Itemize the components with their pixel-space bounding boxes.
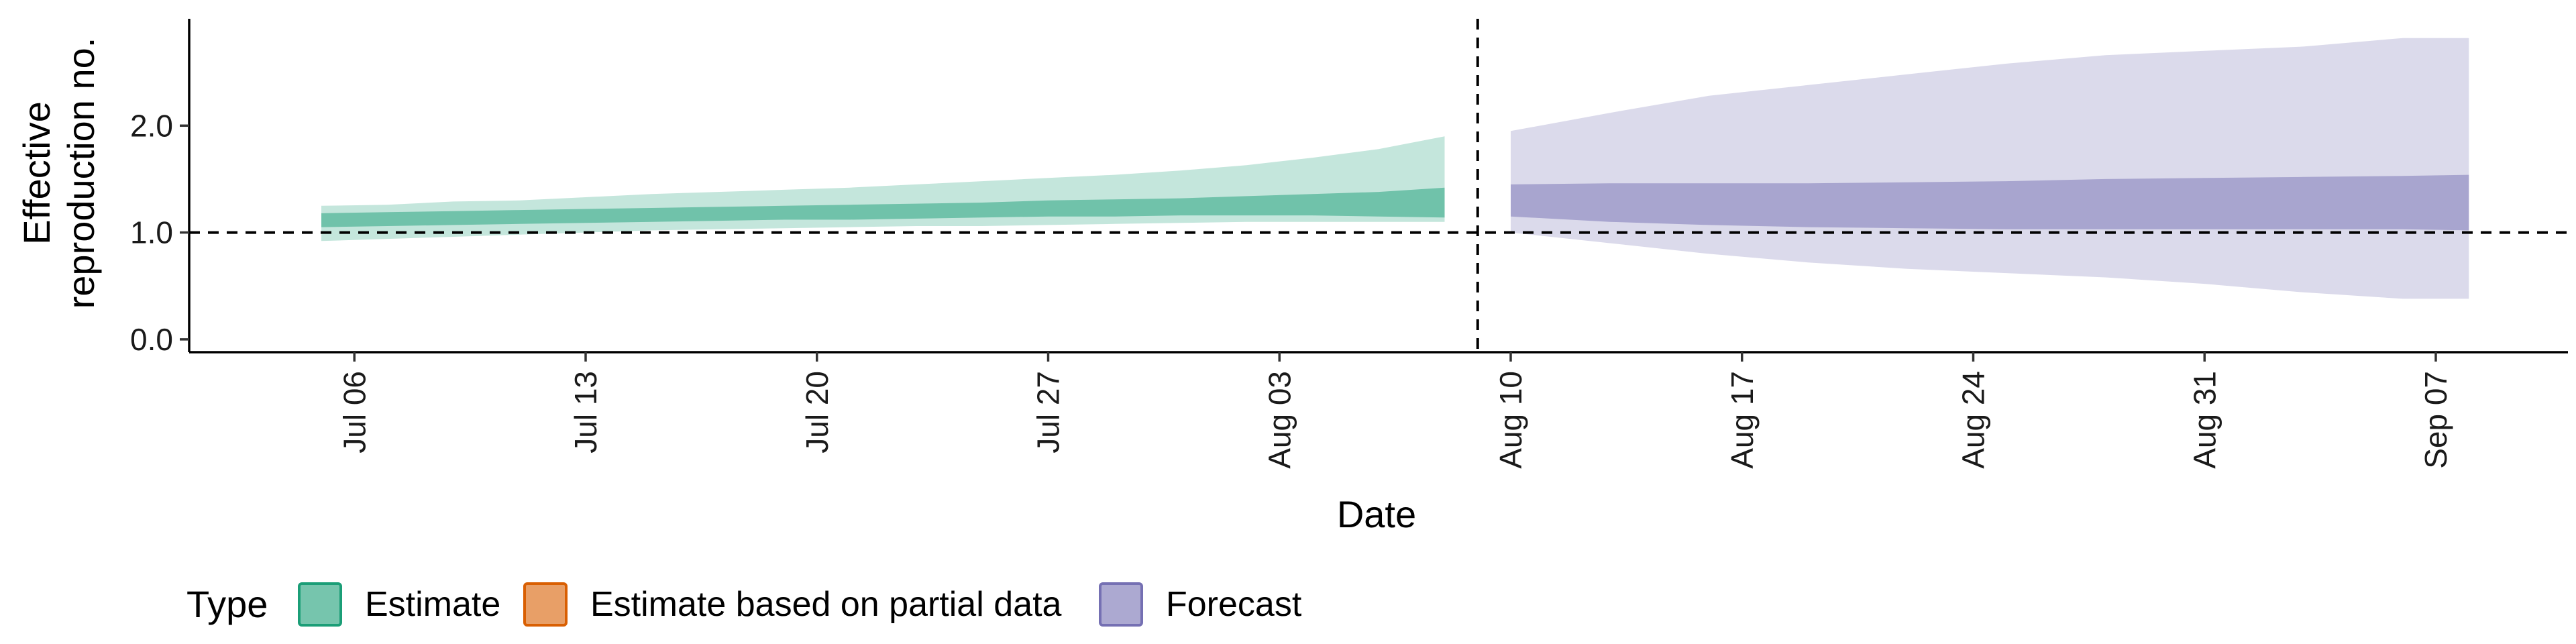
- legend-swatch-estimate-based-on-partial-data: [523, 582, 568, 627]
- x-tick-label: Aug 24: [1956, 371, 1991, 469]
- legend-label-estimate-based-on-partial-data: Estimate based on partial data: [590, 585, 1062, 624]
- forecast-inner-band: [1511, 174, 2469, 231]
- legend: Type Estimate Estimate based on partial d…: [186, 582, 1302, 627]
- y-axis-title-line-1: Effective: [15, 101, 58, 245]
- forecast-outer-band: [1511, 38, 2469, 299]
- legend-title: Type: [186, 583, 268, 625]
- y-tick-label: 2.0: [130, 108, 173, 143]
- legend-swatch-estimate: [298, 582, 342, 627]
- estimate-inner-band: [321, 187, 1445, 227]
- y-tick-label: 1.0: [130, 215, 173, 250]
- estimate-outer-band: [321, 136, 1445, 241]
- legend-items: Estimate Estimate based on partial data Fo…: [298, 582, 1302, 627]
- legend-label-forecast: Forecast: [1166, 585, 1302, 624]
- y-tick-label: 0.0: [130, 322, 173, 357]
- axes-layer: 0.0 1.0 2.0 Jul 06 Jul 13 Jul 20 Jul 27 Aug 03 A…: [130, 19, 2568, 469]
- x-axis-title: Date: [1337, 493, 1416, 535]
- x-tick-label: Sep 07: [2418, 371, 2453, 469]
- x-tick-label: Aug 31: [2187, 371, 2222, 469]
- legend-swatch-forecast: [1099, 582, 1143, 627]
- x-tick-label: Jul 27: [1031, 371, 1066, 453]
- x-tick-label: Aug 10: [1493, 371, 1528, 469]
- reference-line-layer: [189, 19, 2568, 352]
- y-axis-title-line-2: reproduction no.: [60, 38, 102, 309]
- x-tick-label: Aug 03: [1262, 371, 1297, 469]
- y-axis-title: Effective reproduction no.: [15, 38, 102, 309]
- x-tick-label: Jul 13: [568, 371, 603, 453]
- x-tick-label: Jul 20: [800, 371, 835, 453]
- x-tick-label: Aug 17: [1725, 371, 1760, 469]
- band-layer: [321, 38, 2469, 299]
- legend-label-estimate: Estimate: [365, 585, 500, 624]
- x-tick-label: Jul 06: [337, 371, 372, 453]
